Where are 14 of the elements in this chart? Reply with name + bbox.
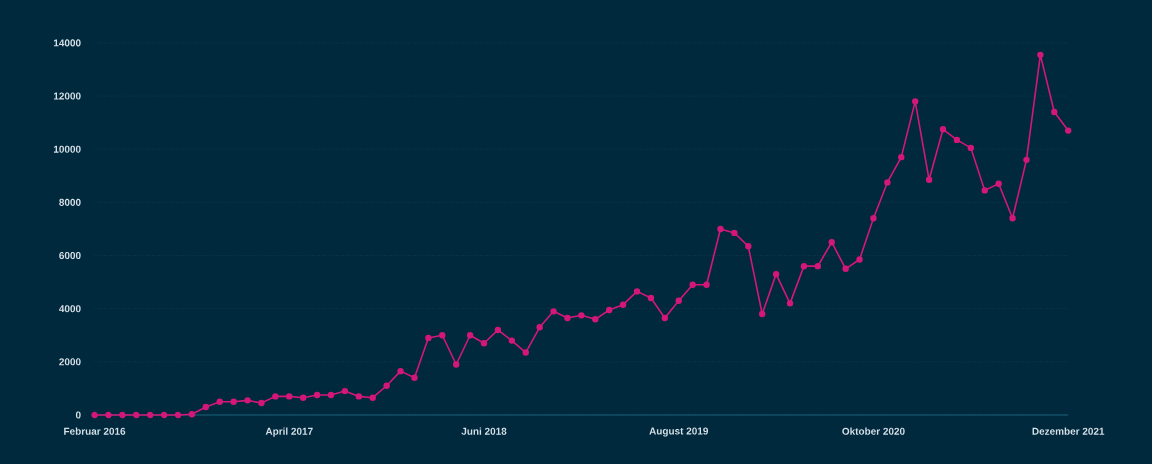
x-tick-label: Juni 2018 <box>461 427 507 435</box>
x-tick-label: Dezember 2021 <box>1032 427 1105 435</box>
x-tick-label: Februar 2016 <box>64 427 126 435</box>
y-tick-label: 14000 <box>53 39 81 47</box>
y-tick-label: 0 <box>75 411 81 419</box>
x-tick-label: Oktober 2020 <box>842 427 905 435</box>
y-tick-label: 2000 <box>59 358 81 366</box>
y-tick-label: 6000 <box>59 252 81 260</box>
y-tick-label: 4000 <box>59 305 81 313</box>
x-tick-label: August 2019 <box>649 427 709 437</box>
y-tick-label: 10000 <box>53 145 81 153</box>
x-tick-label: April 2017 <box>265 427 313 437</box>
y-tick-label: 12000 <box>53 92 81 100</box>
y-tick-label: 8000 <box>59 198 81 206</box>
